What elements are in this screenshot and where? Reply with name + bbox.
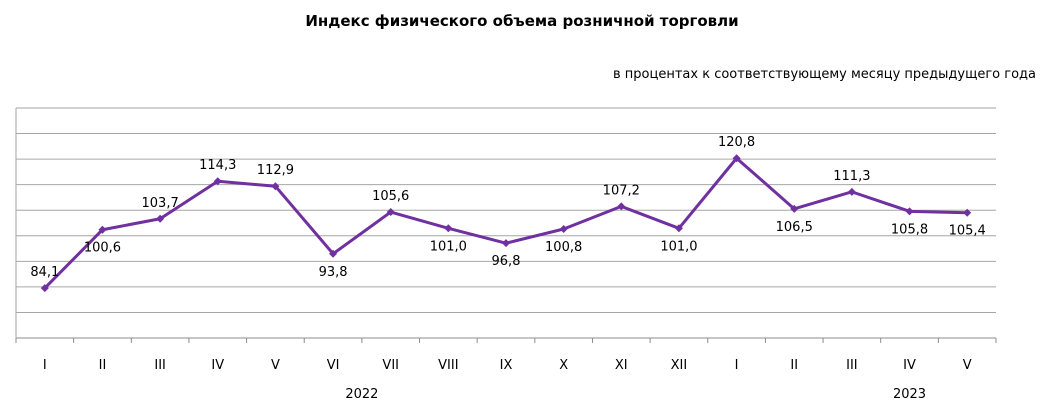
data-point [156, 214, 165, 223]
data-label: 111,3 [833, 169, 870, 184]
x-tick-label: II [99, 358, 107, 373]
data-point [271, 182, 280, 191]
data-label: 100,8 [545, 240, 582, 255]
data-point [905, 207, 914, 216]
x-tick-label: V [963, 358, 972, 373]
data-label: 120,8 [718, 135, 755, 150]
data-label: 106,5 [776, 220, 813, 235]
data-label: 101,0 [660, 239, 697, 254]
x-tick-label: VII [382, 358, 399, 373]
data-label: 96,8 [492, 254, 521, 269]
data-label: 93,8 [319, 265, 348, 280]
x-tick-label: II [790, 358, 798, 373]
data-label: 84,1 [30, 265, 59, 280]
x-tick-label: III [846, 358, 858, 373]
data-point [213, 177, 222, 186]
data-point [963, 208, 972, 217]
data-point [40, 284, 49, 293]
x-tick-label: XII [671, 358, 688, 373]
series-line [40, 154, 972, 293]
year-label: 2023 [893, 387, 926, 402]
data-label: 114,3 [199, 158, 236, 173]
chart-title: Индекс физического объема розничной торг… [305, 12, 738, 30]
data-point [386, 208, 395, 217]
grid [15, 107, 996, 339]
x-tick-label: IV [903, 358, 916, 373]
data-point [559, 225, 568, 234]
x-tick-label: I [735, 358, 739, 373]
x-tick-label: X [559, 358, 568, 373]
chart-subtitle: в процентах к соответствующему месяцу пр… [613, 67, 1036, 82]
data-label: 100,6 [84, 241, 121, 256]
data-label: 105,6 [372, 189, 409, 204]
data-point [617, 202, 626, 211]
x-tick-label: III [154, 358, 166, 373]
data-point [732, 154, 741, 163]
data-label: 105,4 [949, 224, 986, 239]
x-tick-label: I [43, 358, 47, 373]
data-label: 112,9 [257, 163, 294, 178]
x-tick-label: XI [615, 358, 628, 373]
data-point [329, 249, 338, 258]
data-point [98, 225, 107, 234]
data-point [502, 239, 510, 248]
x-tick-label: IV [211, 358, 224, 373]
data-point [444, 224, 453, 233]
data-label: 105,8 [891, 222, 928, 237]
year-label: 2022 [345, 387, 378, 402]
x-tick-label: V [271, 358, 280, 373]
data-point [674, 224, 683, 233]
x-tick-label: VI [327, 358, 340, 373]
data-point [847, 187, 856, 196]
data-label: 107,2 [603, 183, 640, 198]
data-label: 101,0 [430, 239, 467, 254]
data-label: 103,7 [142, 196, 179, 211]
x-tick-label: IX [500, 358, 513, 373]
data-labels: 84,1 100,6 103,7 114,3 112,9 93,8 105,6 101,0 96… [30, 135, 985, 280]
data-point [790, 204, 799, 213]
x-tick-label: VIII [438, 358, 458, 373]
